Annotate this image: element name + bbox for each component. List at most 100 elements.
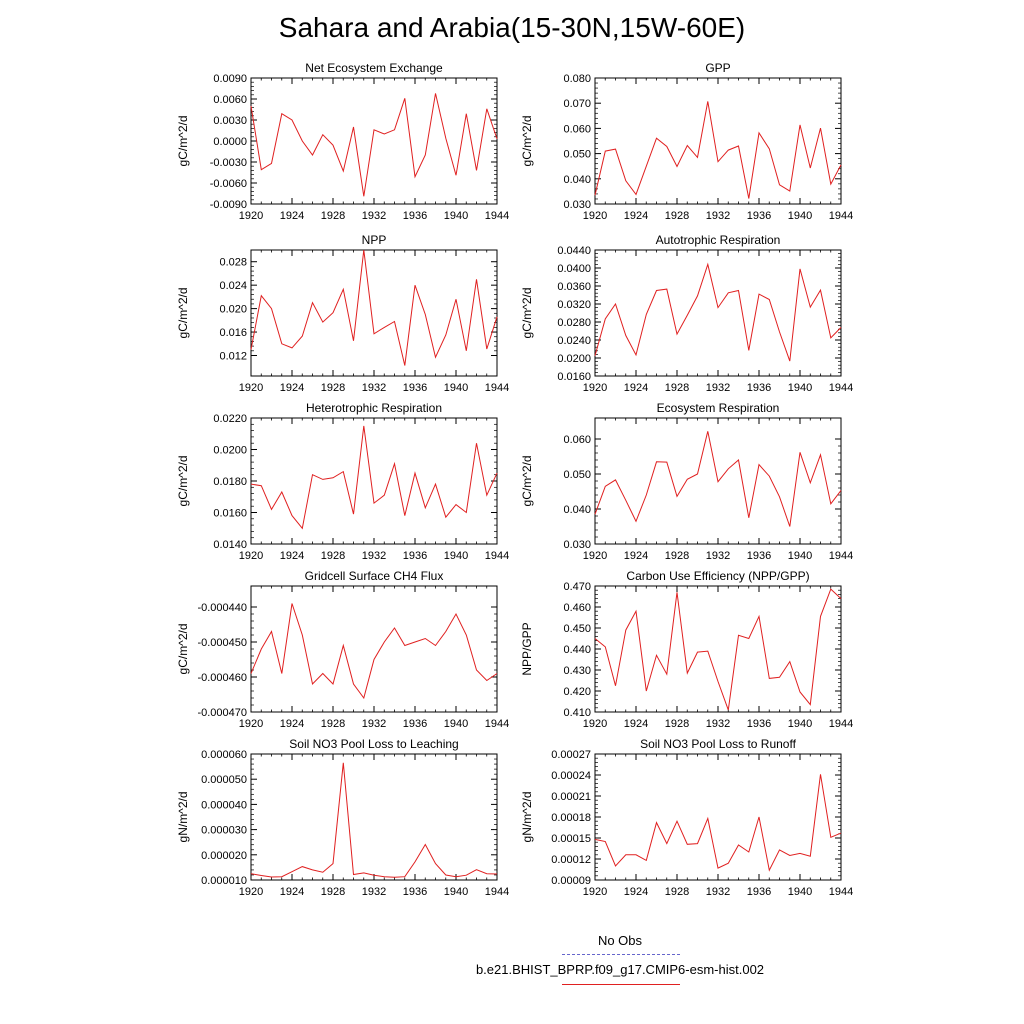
x-tick-label: 1920 — [583, 210, 607, 222]
y-tick-label: 0.0240 — [557, 335, 591, 347]
y-tick-label: 0.030 — [563, 539, 591, 551]
y-tick-label: 0.070 — [563, 98, 591, 110]
x-tick-label: 1936 — [403, 210, 427, 222]
y-tick-label: 0.020 — [219, 304, 247, 316]
chart-title: GPP — [705, 61, 730, 75]
y-tick-label: 0.080 — [563, 73, 591, 85]
x-tick-label: 1944 — [829, 382, 853, 394]
x-tick-label: 1924 — [624, 382, 648, 394]
x-tick-label: 1928 — [665, 718, 689, 730]
chart-title: Carbon Use Efficiency (NPP/GPP) — [626, 569, 809, 583]
y-tick-label: -0.0090 — [210, 199, 247, 211]
x-tick-label: 1928 — [321, 550, 345, 562]
y-tick-label: 0.430 — [563, 665, 591, 677]
series-line — [250, 93, 498, 197]
x-tick-label: 1936 — [403, 550, 427, 562]
y-tick-label: 0.0000 — [213, 136, 247, 148]
x-tick-label: 1932 — [362, 550, 386, 562]
x-tick-label: 1932 — [362, 886, 386, 898]
x-tick-label: 1936 — [747, 550, 771, 562]
x-tick-label: 1920 — [239, 382, 263, 394]
x-tick-label: 1928 — [321, 210, 345, 222]
chart-panel-4: Heterotrophic Respiration gC/m^2/d 1920 192… — [176, 401, 509, 562]
y-tick-label: 0.028 — [219, 257, 247, 269]
x-tick-label: 1924 — [280, 210, 304, 222]
x-tick-label: 1944 — [485, 210, 509, 222]
y-tick-label: 0.450 — [563, 623, 591, 635]
y-tick-label: 0.0220 — [213, 413, 247, 425]
y-tick-label: 0.050 — [563, 469, 591, 481]
x-tick-label: 1920 — [583, 550, 607, 562]
chart-panel-8: Soil NO3 Pool Loss to Leaching gN/m^2/d 19… — [176, 737, 509, 898]
chart-panel-3: Autotrophic Respiration gC/m^2/d 1920 1924 1… — [520, 233, 853, 394]
y-tick-label: -0.0060 — [210, 178, 247, 190]
y-tick-label: 0.0360 — [557, 281, 591, 293]
x-tick-label: 1936 — [747, 210, 771, 222]
chart-title: Heterotrophic Respiration — [306, 401, 442, 415]
y-tick-label: 0.410 — [563, 707, 591, 719]
y-axis-label: gN/m^2/d — [176, 792, 190, 843]
y-tick-label: 0.060 — [563, 123, 591, 135]
x-tick-label: 1936 — [403, 382, 427, 394]
y-tick-label: 0.050 — [563, 149, 591, 161]
chart-panel-7: Carbon Use Efficiency (NPP/GPP) NPP/GPP 19… — [520, 569, 853, 730]
y-tick-label: 0.00024 — [551, 770, 591, 782]
x-tick-label: 1920 — [239, 550, 263, 562]
plot-frame — [594, 753, 842, 881]
y-tick-label: 0.0320 — [557, 299, 591, 311]
y-axis-label: gN/m^2/d — [520, 792, 534, 843]
y-tick-label: 0.016 — [219, 327, 247, 339]
y-tick-label: 0.000010 — [201, 875, 247, 887]
y-tick-label: 0.0160 — [213, 508, 247, 520]
chart-panel-6: Gridcell Surface CH4 Flux gC/m^2/d 1920 192… — [176, 569, 509, 730]
x-tick-label: 1924 — [280, 550, 304, 562]
x-tick-label: 1920 — [583, 382, 607, 394]
chart-panel-9: Soil NO3 Pool Loss to Runoff gN/m^2/d 1920… — [520, 737, 853, 898]
x-tick-label: 1932 — [706, 886, 730, 898]
y-tick-label: 0.060 — [563, 434, 591, 446]
y-tick-label: 0.000020 — [201, 850, 247, 862]
y-tick-label: 0.024 — [219, 280, 247, 292]
x-tick-label: 1928 — [321, 382, 345, 394]
x-tick-label: 1936 — [747, 886, 771, 898]
series-line — [594, 101, 842, 199]
plot-frame — [250, 417, 498, 545]
x-tick-label: 1932 — [362, 382, 386, 394]
y-axis-label: NPP/GPP — [520, 622, 534, 675]
x-tick-label: 1920 — [583, 886, 607, 898]
x-tick-label: 1944 — [485, 718, 509, 730]
y-tick-label: -0.000470 — [197, 707, 247, 719]
y-tick-label: 0.0180 — [213, 476, 247, 488]
x-tick-label: 1924 — [624, 550, 648, 562]
x-tick-label: 1928 — [321, 718, 345, 730]
x-tick-label: 1920 — [239, 886, 263, 898]
y-tick-label: -0.0030 — [210, 157, 247, 169]
y-tick-label: 0.000040 — [201, 799, 247, 811]
x-tick-label: 1940 — [788, 886, 812, 898]
x-tick-label: 1940 — [788, 382, 812, 394]
series-line — [250, 762, 498, 878]
y-axis-label: gC/m^2/d — [176, 288, 190, 339]
chart-panel-0: Net Ecosystem Exchange gC/m^2/d 1920 1924 19… — [176, 61, 509, 222]
chart-title: NPP — [362, 233, 387, 247]
x-tick-label: 1940 — [788, 210, 812, 222]
x-tick-label: 1940 — [788, 718, 812, 730]
series-line — [250, 249, 498, 366]
x-tick-label: 1932 — [706, 382, 730, 394]
y-tick-label: 0.00027 — [551, 749, 591, 761]
x-tick-label: 1924 — [280, 382, 304, 394]
chart-title: Soil NO3 Pool Loss to Runoff — [640, 737, 797, 751]
y-axis-label: gC/m^2/d — [176, 624, 190, 675]
chart-panel-5: Ecosystem Respiration gC/m^2/d 1920 1924 192… — [520, 401, 853, 562]
y-tick-label: -0.000460 — [197, 672, 247, 684]
x-tick-label: 1932 — [706, 718, 730, 730]
x-tick-label: 1944 — [829, 718, 853, 730]
y-tick-label: 0.000060 — [201, 749, 247, 761]
y-tick-label: 0.040 — [563, 174, 591, 186]
x-tick-label: 1940 — [444, 210, 468, 222]
x-tick-label: 1924 — [280, 718, 304, 730]
x-tick-label: 1920 — [239, 210, 263, 222]
x-tick-label: 1932 — [706, 550, 730, 562]
plot-frame — [250, 753, 498, 881]
